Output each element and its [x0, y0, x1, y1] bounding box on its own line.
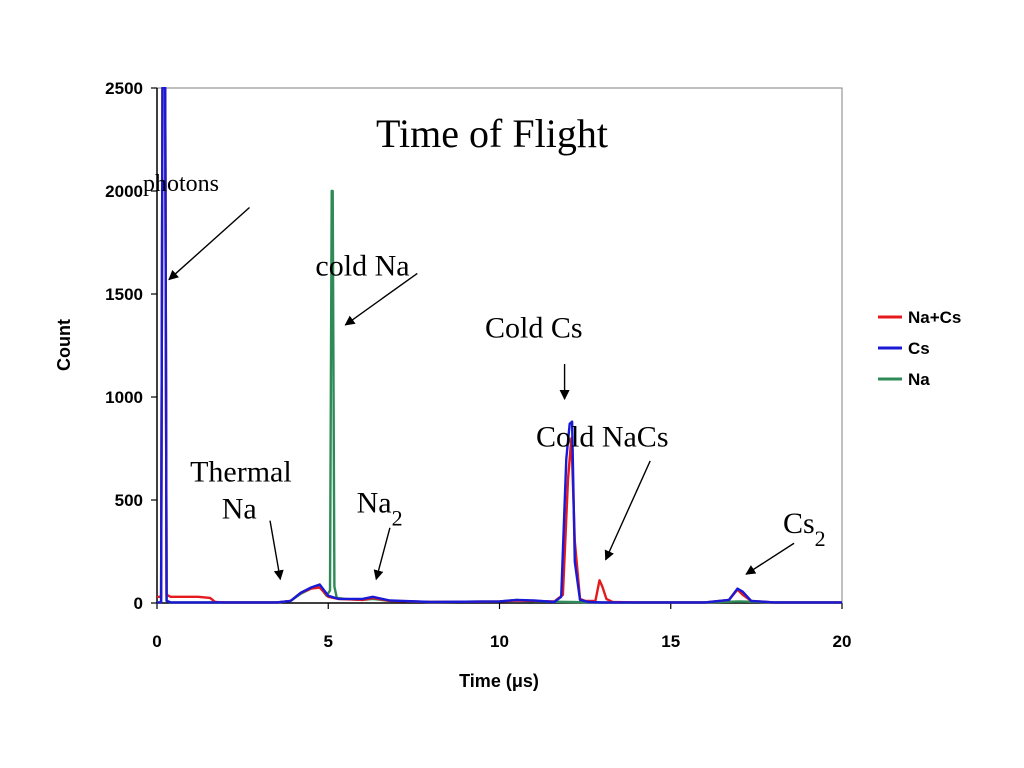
series-line-na-cs [157, 87, 842, 604]
x-tick-label: 20 [833, 632, 852, 651]
annotation-label: Cold Cs [485, 311, 583, 344]
y-tick-label: 2000 [105, 182, 143, 201]
annotation-label: Na [222, 493, 257, 526]
annotation-label: photons [143, 171, 219, 197]
series-line-na [157, 87, 842, 604]
chart-title: Time of Flight [376, 111, 608, 156]
annotation-label: Cold NaCs [536, 420, 669, 453]
annotation-arrow [373, 527, 391, 581]
legend-label: Na [908, 370, 930, 389]
annotation-arrow [168, 206, 250, 281]
x-tick-label: 0 [152, 632, 161, 651]
annotation-arrow [344, 272, 418, 326]
y-tick-label: 2500 [105, 79, 143, 98]
x-tick-label: 5 [324, 632, 333, 651]
y-tick-label: 500 [115, 491, 143, 510]
annotation-label: Thermal [190, 455, 292, 488]
annotation-label: Cs2 [783, 507, 826, 551]
y-axis-title: Count [54, 319, 74, 371]
annotation-label: cold Na [315, 249, 409, 282]
y-tick-label: 1500 [105, 285, 143, 304]
annotation-label: Na2 [357, 486, 403, 530]
y-tick-label: 1000 [105, 388, 143, 407]
series-line-cs [157, 87, 842, 604]
y-tick-label: 0 [134, 594, 143, 613]
legend-label: Na+Cs [908, 308, 961, 327]
legend-label: Cs [908, 339, 930, 358]
annotation-arrow [604, 460, 651, 561]
plot-frame [156, 87, 843, 604]
annotation-arrow [745, 542, 795, 575]
legend: Na+Cs Cs Na [878, 308, 961, 389]
annotation-arrow [269, 520, 284, 581]
x-tick-label: 10 [490, 632, 509, 651]
x-tick-label: 15 [661, 632, 680, 651]
x-axis-title: Time (μs) [459, 671, 539, 691]
